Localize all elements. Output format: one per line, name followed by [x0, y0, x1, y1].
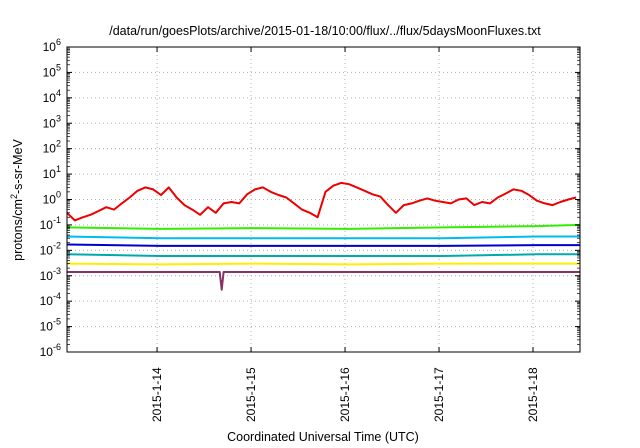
series-line-green [66, 223, 581, 230]
series-line-teal [66, 253, 580, 257]
y-axis-label: protons/cm2-s-sr-MeV [9, 138, 25, 260]
chart-title: /data/run/goesPlots/archive/2015-01-18/1… [109, 24, 541, 38]
series-line-yellow [66, 262, 580, 266]
y-tick-label: 10-2 [40, 240, 61, 257]
series-line-cyan [66, 235, 580, 240]
x-tick-label: 2015-1-15 [244, 367, 258, 422]
y-tick-label: 10-6 [40, 342, 61, 359]
y-tick-label: 10-1 [40, 215, 61, 232]
series-line-red [66, 181, 577, 222]
y-tick-label: 103 [43, 113, 61, 130]
y-tick-label: 100 [43, 190, 61, 207]
y-tick-label: 104 [43, 88, 61, 105]
series-line-purple [67, 271, 580, 291]
x-axis-label: Coordinated Universal Time (UTC) [227, 430, 419, 444]
x-tick-label: 2015-1-16 [338, 367, 352, 422]
y-tick-label: 10-3 [40, 266, 61, 283]
y-tick-label: 105 [43, 62, 61, 79]
y-tick-label: 102 [43, 139, 61, 156]
y-tick-label: 10-5 [40, 317, 61, 334]
series-layer [66, 181, 581, 291]
x-tick-label: 2015-1-14 [150, 367, 164, 422]
y-tick-label: 101 [43, 164, 61, 181]
x-tick-label: 2015-1-17 [432, 367, 446, 422]
x-tick-label: 2015-1-18 [526, 367, 540, 422]
x-axis: 2015-1-14 2015-1-15 2015-1-16 2015-1-17 2015… [150, 47, 540, 422]
y-tick-label: 10-4 [40, 291, 61, 308]
series-line-blue [66, 243, 580, 247]
y-tick-label: 106 [43, 37, 61, 54]
y-axis: 10-6 10-5 10-4 10-3 10-2 10-1 100 101 102 103 104 1… [40, 37, 580, 359]
